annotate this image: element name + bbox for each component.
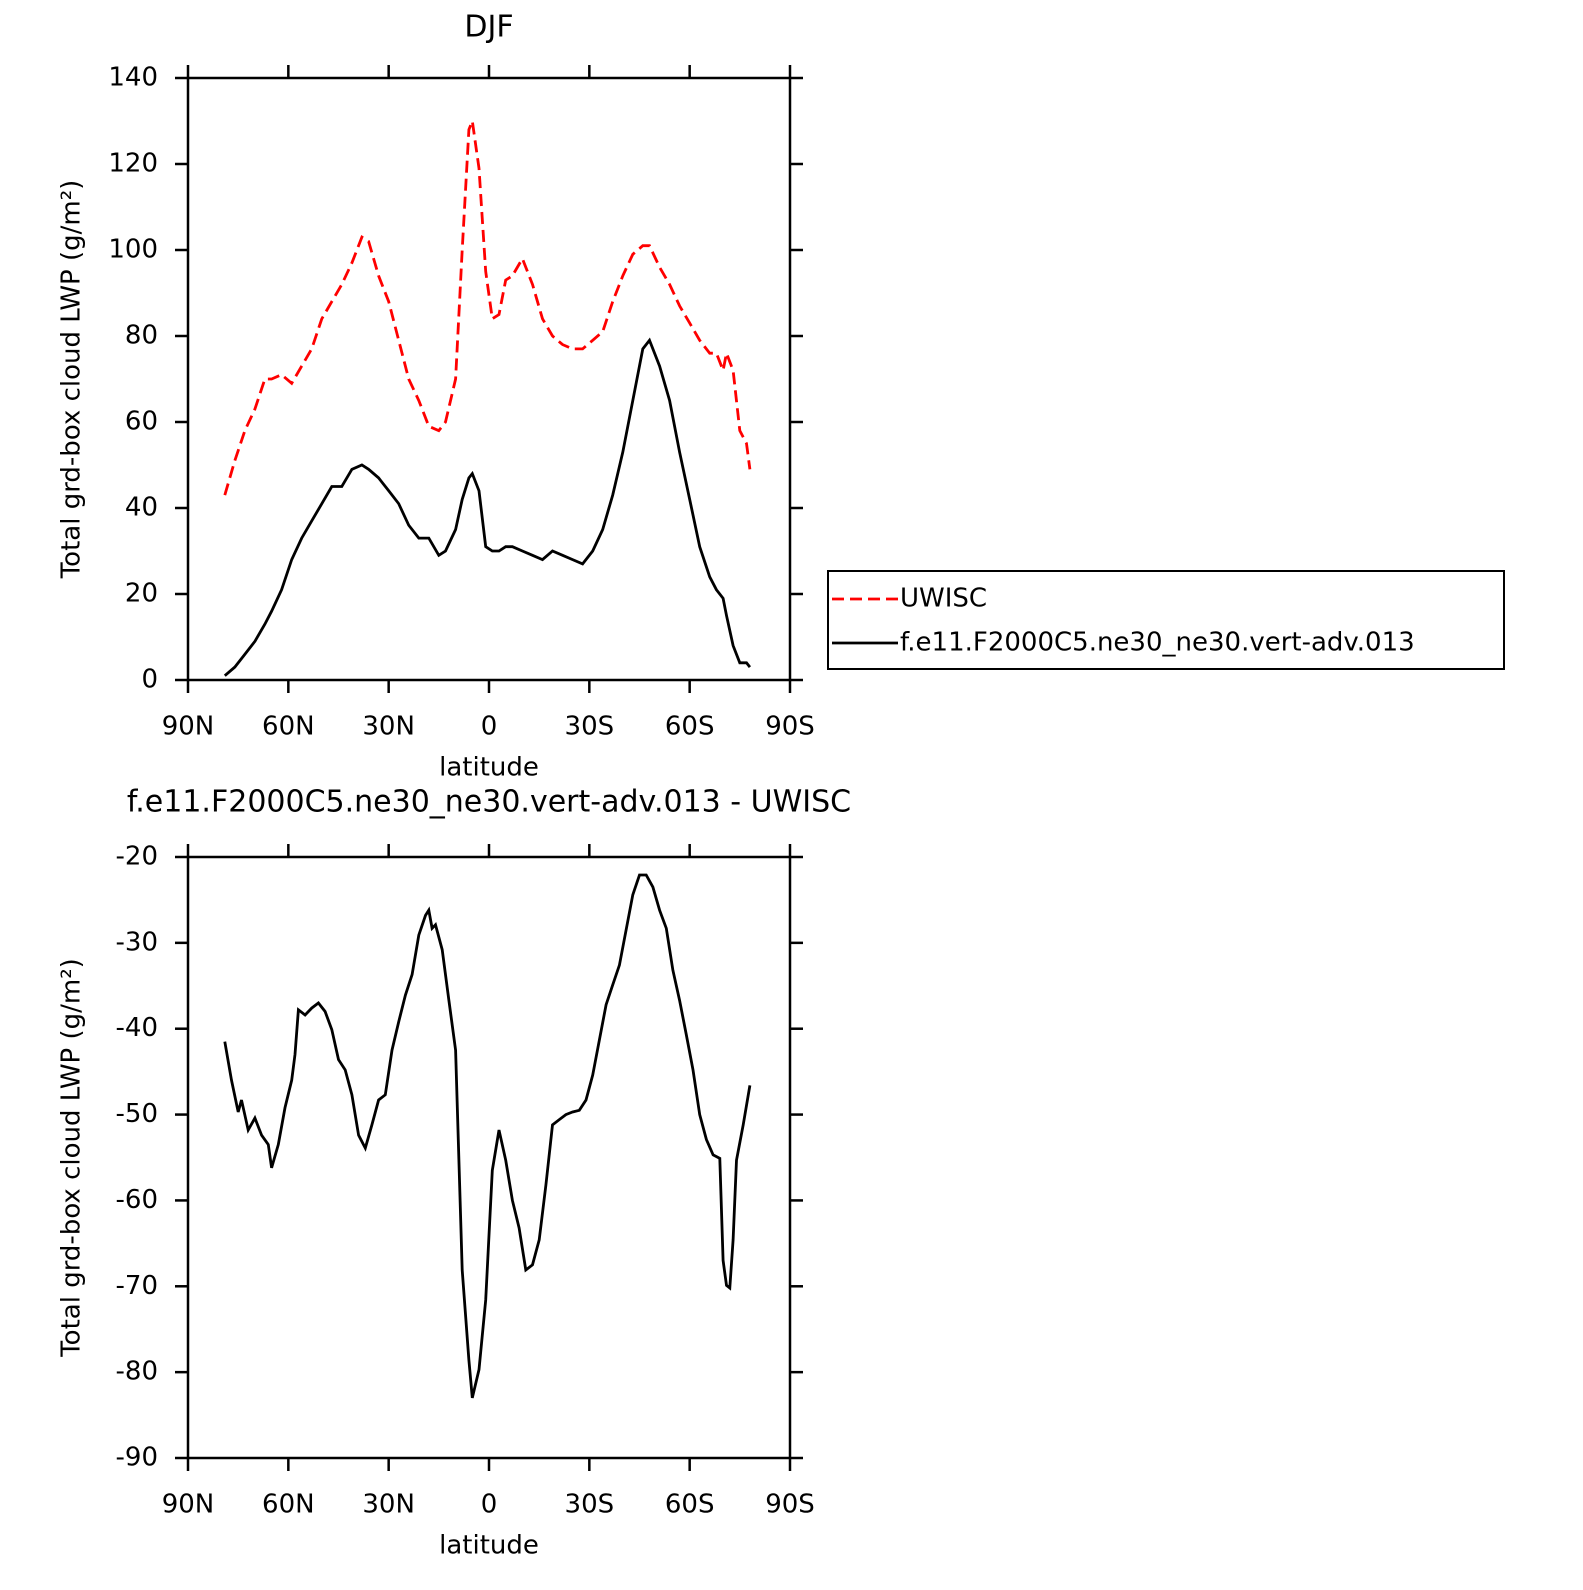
plot-frame [186,855,792,1460]
x-tick-label: 30S [565,1490,615,1520]
x-tick-label: 90N [162,1490,215,1520]
y-tick-label: 80 [125,321,158,351]
plot-frame [186,76,792,682]
x-axis-label: latitude [439,1531,539,1561]
y-tick-label: 140 [108,63,158,93]
y-tick-label: 0 [141,665,158,695]
y-axis-label: Total grd-box cloud LWP (g/m²) [57,958,87,1358]
x-tick-label: 30N [362,712,415,742]
x-tick-label: 90S [765,1490,815,1520]
x-tick-label: 90S [765,712,815,742]
x-tick-label: 60N [262,1490,315,1520]
x-tick-label: 0 [481,712,498,742]
x-tick-label: 0 [481,1490,498,1520]
y-tick-label: 20 [125,579,158,609]
x-tick-label: 30S [565,712,615,742]
y-tick-label: -90 [116,1443,158,1473]
y-tick-label: 100 [108,235,158,265]
x-tick-label: 30N [362,1490,415,1520]
legend-label: UWISC [900,584,987,614]
legend-label: f.e11.F2000C5.ne30_ne30.vert-adv.013 [900,628,1415,658]
data-line [223,873,752,1399]
x-tick-label: 60S [665,1490,715,1520]
y-tick-label: -40 [116,1013,158,1043]
y-tick-label: 60 [125,407,158,437]
chart-title: f.e11.F2000C5.ne30_ne30.vert-adv.013 - U… [127,785,851,820]
y-tick-label: -80 [116,1357,158,1387]
y-axis-label: Total grd-box cloud LWP (g/m²) [57,180,87,580]
x-tick-label: 60S [665,712,715,742]
y-tick-label: -20 [116,842,158,872]
chart-title: DJF [464,10,513,45]
y-tick-label: 120 [108,149,158,179]
y-tick-label: -50 [116,1099,158,1129]
y-tick-label: 40 [125,493,158,523]
data-line [223,337,751,677]
data-line [223,115,752,496]
y-tick-label: -70 [116,1271,158,1301]
y-tick-label: -30 [116,927,158,957]
x-axis-label: latitude [439,753,539,783]
x-tick-label: 60N [262,712,315,742]
x-tick-label: 90N [162,712,215,742]
legend-box [827,570,1505,670]
y-tick-label: -60 [116,1185,158,1215]
